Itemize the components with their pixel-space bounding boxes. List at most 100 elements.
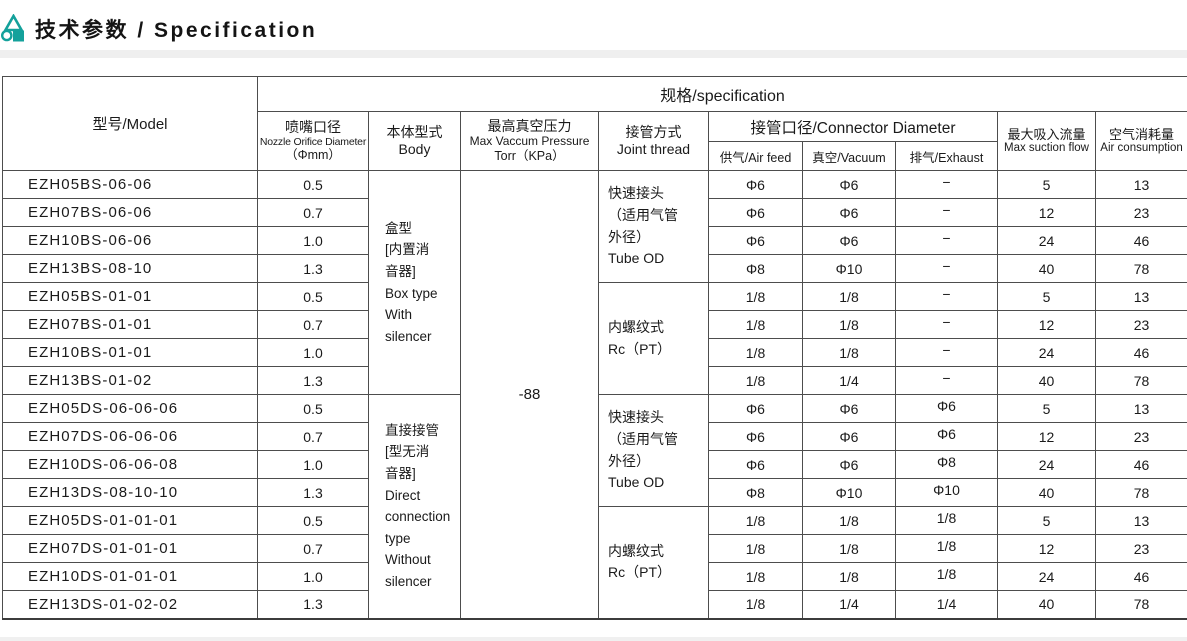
model-cell: EZH07BS-01-01 [2,310,258,339]
air-consumption-cell: 46 [1094,562,1187,591]
vacuum-cell: 1/8 [802,562,896,591]
model-cell: EZH10BS-06-06 [2,226,258,255]
joint-thread-cell: 快速接头 （适用气管 外径） Tube OD [598,394,709,507]
suction-flow-cell: 5 [997,170,1096,199]
table-row: EZH05DS-06-06-06 0.5 直接接管 [型无消 音器] Direc… [2,394,1187,619]
suction-flow-cell: 12 [997,198,1096,227]
model-cell: EZH05BS-01-01 [2,282,258,311]
table-row: EZH13BS-08-10 1.3 Φ8 Φ10 − 40 78 [2,254,1187,283]
vacuum-cell: 1/4 [802,366,896,395]
exhaust-cell: Φ8 [895,450,998,479]
vacuum-cell: Φ6 [802,170,896,199]
air-feed-cell: Φ6 [708,198,803,227]
vacuum-cell: 1/8 [802,310,896,339]
page-title: 技术参数 / Specification [35,19,318,42]
title-divider [0,50,1187,58]
air-consumption-cell: 13 [1094,506,1187,535]
table-row: EZH07DS-01-01-01 0.7 1/8 1/8 1/8 12 23 [2,534,1187,563]
air-consumption-cell: 23 [1094,310,1187,339]
page-header: 技术参数 / Specification [0,0,1187,46]
joint-thread-header-en: Joint thread [616,141,691,157]
bottom-divider [0,637,1187,641]
air-consumption-cell: 78 [1094,366,1187,395]
joint-thread-cell: 内螺纹式 Rc（PT） [598,282,709,395]
suction-flow-cell: 40 [997,478,1096,507]
model-cell: EZH07DS-06-06-06 [2,422,258,451]
body-header-zh: 本体型式 [386,124,443,141]
air-feed-cell: Φ8 [708,254,803,283]
connector-diameter-group-header: 接管口径/Connector Diameter [708,111,998,142]
vacuum-pressure-header-unit: Torr（KPa） [494,148,565,163]
body-type-cell: 盒型 [内置消 音器] Box type With silencer [368,170,461,395]
triangle-circle-square-icon [1,14,24,42]
vacuum-pressure-column-header: 最高真空压力 Max Vaccum Pressure Torr（KPa） [460,111,599,171]
model-cell: EZH05DS-01-01-01 [2,506,258,535]
suction-flow-column-header: 最大吸入流量 Max suction flow [997,111,1096,171]
nozzle-cell: 1.3 [257,590,369,619]
air-feed-cell: Φ6 [708,422,803,451]
exhaust-cell: − [895,338,998,367]
nozzle-column-header: 喷嘴口径 Nozzle Orifice Diameter （Φmm） [257,111,369,171]
model-cell: EZH13BS-08-10 [2,254,258,283]
vacuum-cell: Φ6 [802,198,896,227]
air-feed-cell: Φ6 [708,450,803,479]
vacuum-cell: Φ6 [802,226,896,255]
vacuum-cell: Φ6 [802,422,896,451]
table-row: EZH07BS-06-06 0.7 Φ6 Φ6 − 12 23 [2,198,1187,227]
model-cell: EZH13DS-01-02-02 [2,590,258,619]
joint-thread-column-header: 接管方式 Joint thread [598,111,709,171]
air-consumption-cell: 23 [1094,422,1187,451]
exhaust-cell: 1/8 [895,506,998,535]
air-consumption-cell: 46 [1094,226,1187,255]
model-cell: EZH07DS-01-01-01 [2,534,258,563]
suction-flow-cell: 24 [997,338,1096,367]
air-consumption-cell: 13 [1094,282,1187,311]
exhaust-cell: 1/4 [895,590,998,619]
nozzle-cell: 0.5 [257,170,369,199]
joint-thread-cell: 快速接头 （适用气管 外径） Tube OD [598,170,709,283]
suction-flow-header-zh: 最大吸入流量 [1007,126,1086,142]
joint-thread-cell: 内螺纹式 Rc（PT） [598,506,709,619]
air-feed-cell: 1/8 [708,506,803,535]
model-cell: EZH10BS-01-01 [2,338,258,367]
exhaust-cell: − [895,254,998,283]
specification-group-header: 规格/specification [256,76,1187,112]
suction-flow-cell: 40 [997,590,1096,619]
model-cell: EZH10DS-06-06-08 [2,450,258,479]
nozzle-cell: 1.3 [257,366,369,395]
vacuum-cell: 1/8 [802,338,896,367]
nozzle-header-en: Nozzle Orifice Diameter [259,135,367,148]
suction-flow-cell: 5 [997,282,1096,311]
model-cell: EZH13BS-01-02 [2,366,258,395]
air-consumption-cell: 46 [1094,450,1187,479]
air-feed-cell: Φ6 [708,394,803,423]
nozzle-cell: 0.5 [257,506,369,535]
nozzle-cell: 0.7 [257,198,369,227]
nozzle-cell: 0.7 [257,422,369,451]
vacuum-cell: Φ6 [802,394,896,423]
air-feed-cell: 1/8 [708,338,803,367]
suction-flow-cell: 40 [997,366,1096,395]
vacuum-cell: 1/4 [802,590,896,619]
air-feed-cell: Φ8 [708,478,803,507]
air-feed-cell: 1/8 [708,366,803,395]
air-feed-cell: 1/8 [708,590,803,619]
exhaust-subheader: 排气/Exhaust [895,141,998,171]
nozzle-cell: 0.5 [257,282,369,311]
nozzle-cell: 1.0 [257,562,369,591]
exhaust-cell: − [895,282,998,311]
air-feed-cell: 1/8 [708,310,803,339]
table-row: EZH05BS-06-06 0.5 盒型 [内置消 音器] Box type W… [2,170,1187,619]
vacuum-cell: Φ10 [802,478,896,507]
table-row: EZH10BS-06-06 1.0 Φ6 Φ6 − 24 46 [2,226,1187,255]
table-row: EZH10BS-01-01 1.0 1/8 1/8 − 24 46 [2,338,1187,367]
table-row: EZH05DS-01-01-01 0.5 内螺纹式 Rc（PT） 1/8 1/8… [2,506,1187,619]
nozzle-cell: 1.3 [257,478,369,507]
body-column-header: 本体型式 Body [368,111,461,171]
air-consumption-cell: 78 [1094,478,1187,507]
air-consumption-column-header: 空气消耗量 Air consumption [1094,111,1187,171]
joint-thread-header-zh: 接管方式 [625,124,682,141]
suction-flow-cell: 40 [997,254,1096,283]
exhaust-cell: 1/8 [895,562,998,591]
vacuum-pressure-header-en: Max Vaccum Pressure [469,134,590,148]
